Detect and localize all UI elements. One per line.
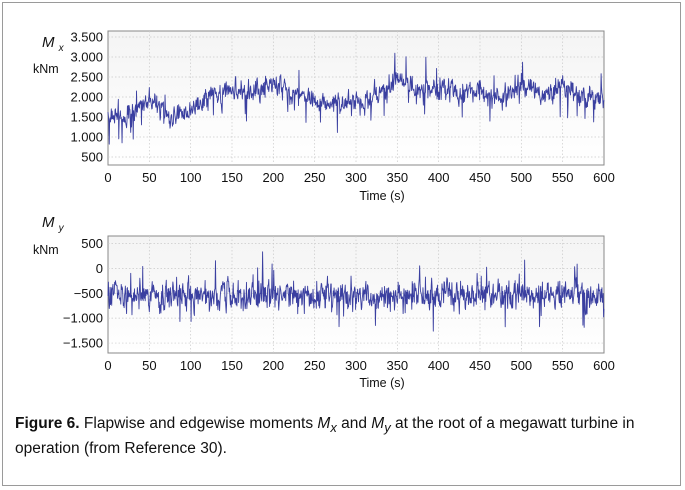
x-tick-label: 0 [104,170,111,185]
y-tick-label: −1.000 [63,311,103,326]
chart-my-ylabel-m: M [42,214,55,231]
x-tick-label: 350 [386,170,408,185]
caption-text-2: and [336,415,372,432]
chart-my: 0 50 100 150 200 250 300 350 400 450 500 550 600 −1.… [33,214,615,390]
x-tick-label: 350 [386,358,408,373]
x-tick-label: 500 [510,358,532,373]
chart-my-ylabel: M y [42,214,65,234]
y-tick-label: 2.000 [70,90,103,105]
chart-mx-xlabel: Time (s) [359,189,404,203]
x-tick-label: 200 [262,170,284,185]
y-tick-label: 1.500 [70,110,103,125]
y-tick-label: −1.500 [63,336,103,351]
chart-mx-y-ticks: 500 1.000 1.500 2.000 2.500 3.000 3.500 [70,30,103,165]
caption-math-mx: Mx [317,415,337,436]
figure-label: Figure 6. [15,415,80,432]
chart-mx-ylabel-sub: x [58,43,65,54]
chart-my-x-ticks: 0 50 100 150 200 250 300 350 400 450 500 550 600 [104,358,614,373]
chart-mx-ylabel-m: M [42,34,55,51]
x-tick-label: 400 [428,170,450,185]
y-tick-label: −500 [74,286,103,301]
x-tick-label: 550 [552,358,574,373]
chart-my-y-ticks: −1.500 −1.000 −500 0 500 [63,236,103,351]
x-tick-label: 150 [221,358,243,373]
x-tick-label: 600 [593,358,615,373]
chart-mx-x-ticks: 0 50 100 150 200 250 300 350 400 450 500 550 600 [104,170,614,185]
figure-frame [2,2,681,486]
y-tick-label: 1.000 [70,130,103,145]
x-tick-label: 300 [345,358,367,373]
x-tick-label: 250 [304,170,326,185]
chart-my-yunit: kNm [33,243,59,257]
x-tick-label: 450 [469,170,491,185]
chart-my-series-line [107,251,605,332]
caption-math-my: My [371,415,391,436]
y-tick-label: 3.000 [70,50,103,65]
x-tick-label: 150 [221,170,243,185]
x-tick-label: 400 [428,358,450,373]
x-tick-label: 50 [142,170,156,185]
x-tick-label: 250 [304,358,326,373]
x-tick-label: 100 [180,358,202,373]
chart-mx-yunit: kNm [33,62,59,76]
chart-mx-ylabel: M x [42,34,65,54]
x-tick-label: 200 [262,358,284,373]
y-tick-label: 500 [81,150,103,165]
y-tick-label: 0 [96,261,103,276]
x-tick-label: 550 [552,170,574,185]
chart-my-xlabel: Time (s) [359,376,404,390]
charts-svg: 0 50 100 150 200 250 300 350 400 450 500 550 600 500… [33,30,615,391]
y-tick-label: 3.500 [70,30,103,45]
x-tick-label: 0 [104,358,111,373]
chart-mx-series-line [107,52,605,145]
caption-text-1: Flapwise and edgewise moments [83,415,318,432]
y-tick-label: 2.500 [70,70,103,85]
x-tick-label: 500 [510,170,532,185]
x-tick-label: 450 [469,358,491,373]
x-tick-label: 100 [180,170,202,185]
figure-caption: Figure 6. Flapwise and edgewise moments … [15,413,675,459]
x-tick-label: 600 [593,170,615,185]
y-tick-label: 500 [81,236,103,251]
chart-my-ylabel-sub: y [58,223,65,234]
caption-text-3: at the root of a megawatt turbine in ope… [15,415,635,458]
x-tick-label: 300 [345,170,367,185]
x-tick-label: 50 [142,358,156,373]
chart-mx: 0 50 100 150 200 250 300 350 400 450 500 550 600 500… [33,30,615,204]
